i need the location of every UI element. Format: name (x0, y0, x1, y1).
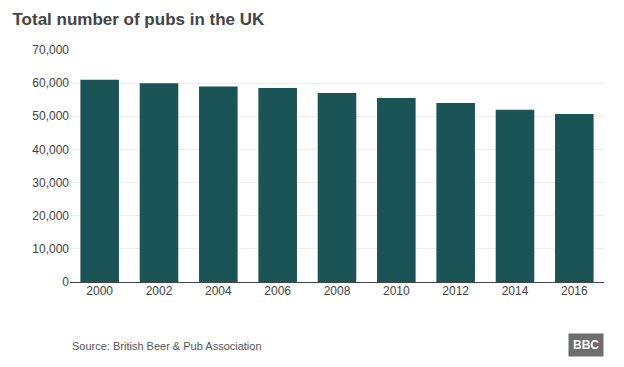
svg-text:70,000: 70,000 (32, 43, 69, 57)
svg-text:60,000: 60,000 (32, 76, 69, 90)
svg-text:10,000: 10,000 (32, 242, 69, 256)
svg-text:20,000: 20,000 (32, 209, 69, 223)
svg-text:Source: British Beer & Pub Ass: Source: British Beer & Pub Association (72, 340, 262, 352)
svg-text:Total number of pubs in the UK: Total number of pubs in the UK (12, 10, 265, 29)
svg-text:2008: 2008 (324, 284, 351, 298)
svg-text:50,000: 50,000 (32, 109, 69, 123)
svg-text:2000: 2000 (86, 284, 113, 298)
svg-text:2012: 2012 (442, 284, 469, 298)
svg-text:30,000: 30,000 (32, 176, 69, 190)
svg-text:2014: 2014 (502, 284, 529, 298)
svg-text:2010: 2010 (383, 284, 410, 298)
svg-text:2016: 2016 (561, 284, 588, 298)
svg-text:BBC: BBC (573, 338, 599, 352)
svg-text:40,000: 40,000 (32, 143, 69, 157)
svg-text:2004: 2004 (205, 284, 232, 298)
svg-text:2006: 2006 (264, 284, 291, 298)
svg-text:0: 0 (62, 275, 69, 289)
svg-text:2002: 2002 (146, 284, 173, 298)
